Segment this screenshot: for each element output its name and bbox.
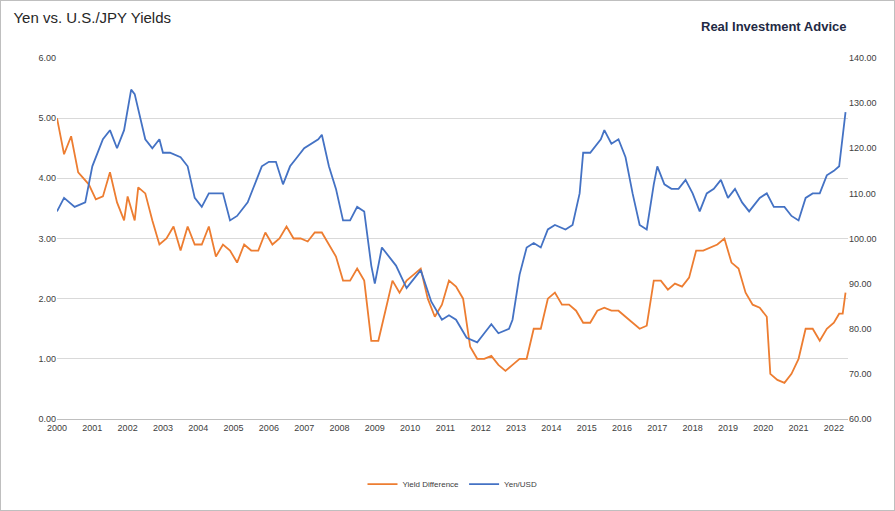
- svg-text:2010: 2010: [400, 423, 420, 433]
- svg-text:2018: 2018: [683, 423, 703, 433]
- svg-text:2001: 2001: [82, 423, 102, 433]
- svg-text:1.00: 1.00: [38, 354, 56, 364]
- svg-text:2.00: 2.00: [38, 294, 56, 304]
- svg-text:2020: 2020: [753, 423, 773, 433]
- svg-text:2003: 2003: [153, 423, 173, 433]
- svg-text:3.00: 3.00: [38, 234, 56, 244]
- svg-text:2005: 2005: [224, 423, 244, 433]
- svg-text:2016: 2016: [612, 423, 632, 433]
- svg-text:0.00: 0.00: [38, 414, 56, 424]
- svg-text:6.00: 6.00: [38, 53, 56, 63]
- svg-text:110.00: 110.00: [849, 189, 876, 199]
- svg-text:4.00: 4.00: [38, 173, 56, 183]
- svg-text:2019: 2019: [718, 423, 738, 433]
- svg-text:2007: 2007: [294, 423, 314, 433]
- svg-text:2013: 2013: [506, 423, 526, 433]
- svg-text:90.00: 90.00: [849, 279, 872, 289]
- svg-text:100.00: 100.00: [849, 234, 877, 244]
- svg-text:2009: 2009: [365, 423, 385, 433]
- svg-text:2022: 2022: [824, 423, 844, 433]
- svg-text:2004: 2004: [188, 423, 208, 433]
- svg-text:Yield Difference: Yield Difference: [403, 480, 460, 489]
- svg-text:2021: 2021: [789, 423, 809, 433]
- svg-text:140.00: 140.00: [849, 53, 877, 63]
- svg-text:70.00: 70.00: [849, 369, 872, 379]
- svg-text:Yen/USD: Yen/USD: [504, 480, 537, 489]
- svg-text:80.00: 80.00: [849, 324, 872, 334]
- svg-text:2012: 2012: [471, 423, 491, 433]
- svg-text:Yen vs. U.S./JPY Yields: Yen vs. U.S./JPY Yields: [13, 9, 171, 26]
- svg-text:2000: 2000: [47, 423, 67, 433]
- svg-text:2011: 2011: [436, 423, 455, 433]
- svg-text:130.00: 130.00: [849, 98, 877, 108]
- svg-text:120.00: 120.00: [849, 143, 877, 153]
- svg-text:Real Investment Advice: Real Investment Advice: [701, 19, 846, 34]
- svg-text:60.00: 60.00: [849, 414, 872, 424]
- svg-text:2008: 2008: [329, 423, 349, 433]
- svg-text:2017: 2017: [647, 423, 667, 433]
- svg-text:2015: 2015: [577, 423, 597, 433]
- svg-text:2002: 2002: [118, 423, 138, 433]
- svg-text:2014: 2014: [541, 423, 561, 433]
- svg-text:5.00: 5.00: [38, 113, 56, 123]
- svg-text:2006: 2006: [259, 423, 279, 433]
